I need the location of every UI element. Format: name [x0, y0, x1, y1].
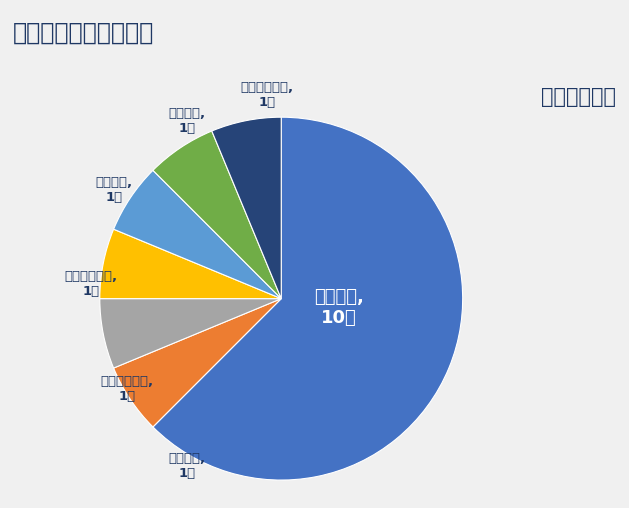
Text: 関西大学,
1社: 関西大学, 1社: [96, 176, 133, 204]
Text: 主な連携大学: 主な連携大学: [541, 86, 616, 107]
Wedge shape: [100, 229, 281, 299]
Text: 東京理科大学,
1社: 東京理科大学, 1社: [64, 270, 117, 298]
Wedge shape: [100, 299, 281, 368]
Text: 電気通信大学,
1社: 電気通信大学, 1社: [101, 375, 153, 403]
Text: がんセンター,
1社: がんセンター, 1社: [240, 81, 293, 109]
Text: ＜参考＞入居企業属性: ＜参考＞入居企業属性: [13, 21, 154, 45]
Wedge shape: [114, 299, 281, 427]
Wedge shape: [212, 117, 281, 299]
Wedge shape: [153, 117, 463, 480]
Text: 東京大学,
10社: 東京大学, 10社: [314, 289, 364, 327]
Text: 東北大学,
1社: 東北大学, 1社: [169, 452, 206, 480]
Wedge shape: [114, 170, 281, 299]
Text: 創価大学,
1社: 創価大学, 1社: [169, 107, 206, 135]
Wedge shape: [153, 131, 281, 299]
